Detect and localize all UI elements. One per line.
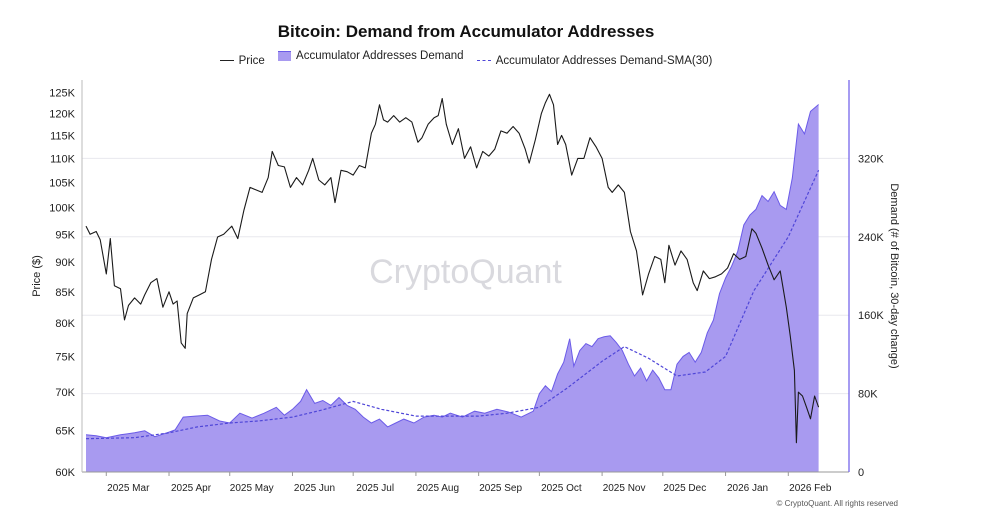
- y-tick-label: 90K: [55, 257, 75, 269]
- x-tick-label: 2025 Jul: [356, 483, 394, 494]
- y-axis-title: Price ($): [31, 255, 43, 297]
- chart-title: Bitcoin: Demand from Accumulator Address…: [277, 22, 655, 41]
- y-tick-label: 120K: [49, 108, 75, 120]
- x-tick-label: 2025 Oct: [541, 483, 582, 494]
- legend-label-price: Price: [238, 54, 265, 67]
- x-tick-label: 2025 Mar: [107, 483, 150, 494]
- y2-axis-title: Demand (# of Bitcoin, 30-day change): [888, 183, 900, 368]
- x-tick-label: 2025 Aug: [417, 483, 459, 494]
- legend-swatch-sma: [476, 60, 491, 61]
- x-tick-label: 2025 Sep: [479, 483, 522, 494]
- x-tick-label: 2026 Jan: [727, 483, 768, 494]
- y-tick-label: 85K: [55, 287, 75, 299]
- legend-item-demand[interactable]: Accumulator Addresses Demand: [278, 50, 464, 62]
- copyright-credit: © CryptoQuant. All rights reserved: [776, 499, 899, 508]
- y2-tick-label: 160K: [858, 310, 884, 322]
- legend-swatch-price: [219, 60, 234, 61]
- price-line: [85, 93, 820, 444]
- y-tick-label: 105K: [49, 177, 75, 189]
- y-tick-label: 75K: [55, 352, 75, 364]
- y-tick-label: 100K: [49, 203, 75, 215]
- x-tick-label: 2025 Apr: [171, 483, 212, 494]
- x-tick-label: 2025 Nov: [603, 483, 646, 494]
- legend-swatch-demand: [278, 51, 292, 61]
- x-tick-label: 2026 Feb: [789, 483, 832, 494]
- y-tick-label: 65K: [55, 426, 75, 438]
- legend-item-price[interactable]: Price: [219, 54, 265, 67]
- x-tick-label: 2025 Jun: [294, 483, 335, 494]
- y-tick-label: 110K: [50, 153, 76, 165]
- x-tick-label: 2025 May: [230, 483, 274, 494]
- y-tick-label: 115K: [50, 130, 76, 142]
- demand-edge-line: [85, 104, 819, 439]
- sma-line: [85, 169, 820, 440]
- x-tick-label: 2025 Dec: [663, 483, 706, 494]
- y-tick-label: 70K: [55, 387, 75, 399]
- demand-area: [86, 104, 819, 472]
- y-tick-label: 125K: [49, 87, 75, 99]
- legend: Price Accumulator Addresses Demand Accum…: [0, 50, 932, 67]
- legend-label-sma: Accumulator Addresses Demand-SMA(30): [495, 54, 713, 67]
- legend-label-demand: Accumulator Addresses Demand: [296, 50, 464, 62]
- watermark: CryptoQuant: [369, 253, 562, 291]
- y2-tick-label: 320K: [858, 153, 884, 165]
- y-tick-label: 95K: [55, 229, 75, 241]
- y2-tick-label: 240K: [858, 232, 884, 244]
- y-tick-label: 60K: [55, 467, 75, 479]
- legend-item-sma[interactable]: Accumulator Addresses Demand-SMA(30): [476, 54, 713, 67]
- y-tick-label: 80K: [55, 318, 75, 330]
- y2-tick-label: 0: [858, 467, 864, 479]
- y2-tick-label: 80K: [858, 389, 878, 401]
